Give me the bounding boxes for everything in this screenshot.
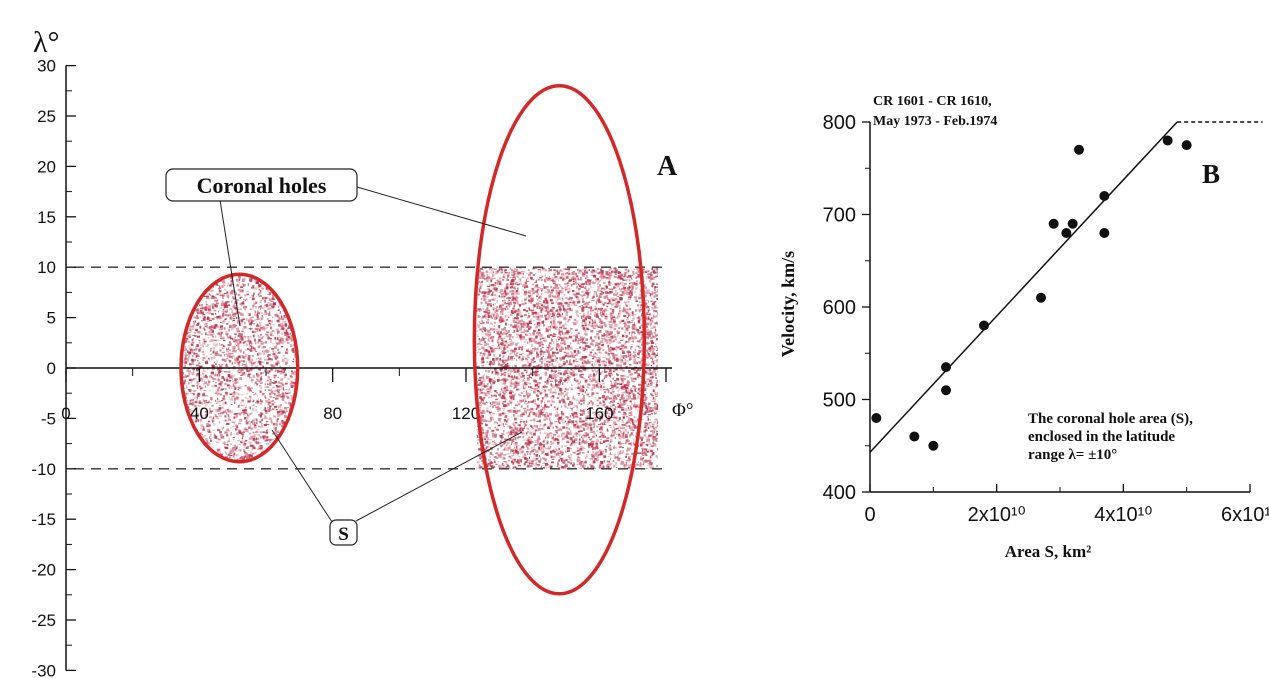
- coronal-hole-right-outline: [472, 84, 647, 596]
- annotation-line3: range λ= ±10°: [1028, 447, 1117, 463]
- panel-a-y-tick-label: -10: [31, 460, 56, 479]
- panel-a-x-tick-label: 40: [190, 404, 209, 423]
- panel-a-y-tick-label: -15: [31, 510, 56, 529]
- panel-b-x-tick-label: 2x10¹⁰: [968, 504, 1026, 526]
- coronal-holes-label: Coronal holes: [197, 173, 327, 198]
- panel-b-y-tick-label: 700: [823, 205, 856, 227]
- panel-b-x-axis-label: Area S, km²: [1005, 542, 1091, 561]
- panel-b-x-tick-label: 0: [864, 504, 875, 526]
- panel-b-header-line1: CR 1601 - CR 1610,: [873, 94, 992, 109]
- panel-a-x-tick-label: 160: [585, 404, 613, 423]
- panel-a-x-tick-label: 0: [61, 404, 70, 423]
- coronal-hole-right-texture: [476, 267, 659, 469]
- panel-a-letter: A: [657, 151, 678, 182]
- scatter-point: [1074, 144, 1084, 155]
- fit-line: [869, 121, 1178, 453]
- panel-a-y-axis: 30 25 20 15 10 5 0 -5 -10 -15 -20 -25 -30: [31, 57, 76, 678]
- panel-b-y-axis-label: Velocity, km/s: [778, 251, 798, 357]
- panel-b-y-tick-label: 800: [823, 112, 856, 134]
- scatter-point: [1048, 218, 1059, 229]
- panel-a-y-tick-label: -5: [41, 409, 56, 428]
- annotation-line1: The coronal hole area (S),: [1028, 411, 1193, 427]
- scatter-point: [1067, 218, 1078, 229]
- panel-b-x-tick-label: 4x10¹⁰: [1094, 504, 1152, 526]
- panel-b-axes: 400 500 600 700 800 0 2x10¹⁰ 4x10¹⁰ 6x10¹⁰: [823, 112, 1269, 526]
- coronal-holes-pointer-left: [219, 199, 241, 327]
- scatter-point: [1061, 228, 1072, 238]
- scatter-point: [1162, 135, 1173, 146]
- scatter-point: [1181, 140, 1192, 151]
- panel-b-x-tick-label: 6x10¹⁰: [1221, 504, 1269, 526]
- panel-a-x-axis: 0 40 80 120 160: [61, 367, 672, 423]
- panel-a-y-tick-label: 30: [37, 57, 56, 76]
- panel-a-x-tick-label: 120: [452, 404, 480, 423]
- scatter-point: [928, 440, 939, 451]
- panel-b-chart: 400 500 600 700 800 0 2x10¹⁰ 4x10¹⁰ 6x10¹⁰ CR 16…: [778, 94, 1269, 561]
- panel-a-y-axis-label: λ°: [33, 26, 60, 59]
- coronal-holes-pointer-right: [356, 186, 527, 237]
- panel-b-y-tick-label: 600: [823, 297, 856, 319]
- panel-b-y-tick-label: 400: [823, 482, 856, 504]
- panel-a-y-tick-label: -20: [31, 561, 56, 580]
- panel-a-y-tick-label: 15: [37, 208, 56, 227]
- panel-a-chart: 30 25 20 15 10 5 0 -5 -10 -15 -20 -25 -30 0 40 80 120 16…: [31, 26, 693, 678]
- scatter-point: [941, 385, 951, 396]
- scatter-point: [1099, 191, 1110, 201]
- panel-a-y-tick-label: 10: [37, 258, 56, 277]
- coronal-hole-left-outline: [179, 272, 300, 464]
- scatter-points: [871, 135, 1192, 451]
- panel-b-header-line2: May 1973 - Feb.1974: [873, 114, 997, 129]
- panel-a-y-tick-label: 5: [47, 309, 56, 328]
- scatter-point: [909, 431, 920, 442]
- scatter-point: [941, 362, 951, 373]
- area-label: S: [338, 524, 349, 545]
- panel-a-y-tick-label: -30: [31, 661, 56, 678]
- panel-a-x-tick-label: 80: [323, 404, 342, 423]
- panel-a-x-axis-label: Φ°: [672, 400, 694, 421]
- annotation-line2: enclosed in the latitude: [1028, 429, 1175, 445]
- panel-a-y-tick-label: 0: [47, 359, 56, 378]
- panel-a-y-tick-label: -25: [31, 611, 56, 630]
- panel-a-y-tick-label: 25: [37, 107, 56, 126]
- panel-b-y-tick-label: 500: [823, 390, 856, 412]
- scatter-point: [871, 413, 882, 423]
- panel-b-letter: B: [1202, 159, 1220, 189]
- area-pointer-left: [271, 429, 335, 526]
- scatter-point: [1099, 228, 1110, 238]
- scatter-point: [979, 320, 989, 331]
- scatter-point: [1036, 292, 1046, 303]
- area-pointer-right: [355, 431, 523, 522]
- coronal-holes-label-box: [165, 168, 358, 202]
- panel-a-y-tick-label: 20: [37, 157, 56, 176]
- area-label-box: [329, 519, 358, 546]
